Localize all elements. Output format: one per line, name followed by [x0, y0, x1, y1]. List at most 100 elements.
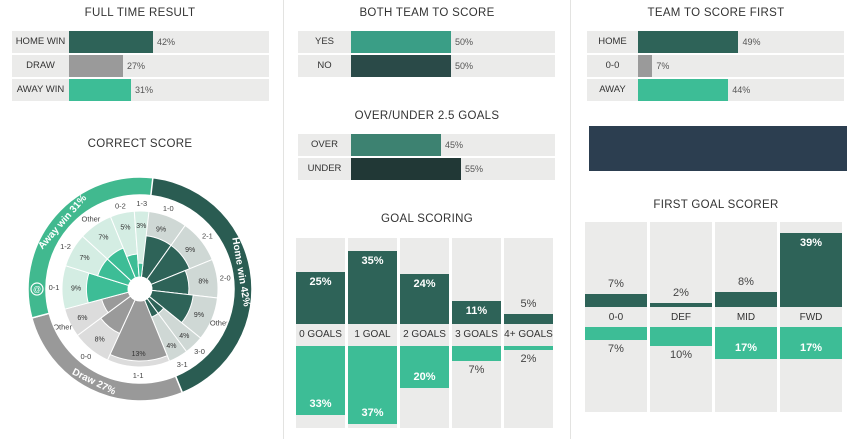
- first_team-row: HOME 49%: [587, 31, 844, 53]
- correct-score-slice-label: 2-0: [220, 273, 231, 282]
- full-time-title: FULL TIME RESULT: [84, 7, 196, 19]
- ou-row-label: OVER: [311, 139, 338, 150]
- correct-score-slice-pct: 5%: [120, 225, 130, 232]
- first_team-row: AWAY 44%: [587, 79, 844, 101]
- goal_scoring-home-bar: [504, 313, 553, 324]
- btts-row-pct: 50%: [455, 61, 474, 71]
- ou-row-bar: [351, 134, 441, 156]
- goal_scoring-home-label: 11%: [465, 304, 488, 317]
- correct-score-slice-pct: 9%: [185, 247, 195, 254]
- goal_scoring-home-label: 25%: [309, 275, 332, 288]
- first_scorer-column: [585, 222, 647, 412]
- goal_scoring-away-label: 33%: [309, 398, 332, 411]
- full_time-row-label: AWAY WIN: [16, 84, 65, 95]
- correct-score-slice-label: 1-2: [60, 242, 71, 251]
- full_time-row: DRAW 27%: [12, 55, 269, 77]
- correct-score-slice-pct: 7%: [80, 255, 90, 262]
- btts-title: BOTH TEAM TO SCORE: [359, 7, 495, 19]
- first_scorer-away-label: 17%: [734, 342, 758, 355]
- correct-score-slice-label: 1-1: [133, 371, 144, 380]
- goal_scoring-away-bar: [400, 346, 449, 388]
- correct-score-chart: 1-0 9% 2-1 9% 2-0 8% Other 9% 3-0 4% 3-1 4% 1-1 13% 0-…: [27, 176, 253, 402]
- full_time-row-label: DRAW: [26, 60, 55, 71]
- correct-score-title: CORRECT SCORE: [87, 138, 193, 150]
- full_time-row-bar: [69, 31, 153, 53]
- full_time-row-pct: 31%: [135, 85, 154, 95]
- correct-score-slice-pct: 9%: [71, 286, 81, 293]
- correct-score-slice-label: 0-1: [49, 283, 60, 292]
- correct-score-slice-pct: 8%: [95, 337, 105, 344]
- ou-title: OVER/UNDER 2.5 GOALS: [354, 110, 500, 122]
- goal_scoring-away-label: 2%: [520, 353, 537, 366]
- first_scorer-home-bar: [650, 303, 712, 307]
- btts-row-bar: [351, 55, 451, 77]
- first_scorer-away-bar: [650, 327, 712, 346]
- copyright-mark: @: [33, 285, 41, 294]
- first_scorer-away-bar: [585, 327, 647, 341]
- first_scorer-home-label: 2%: [673, 287, 689, 300]
- first-scorer-title: FIRST GOAL SCORER: [653, 199, 779, 211]
- first_scorer-away-bar: [780, 327, 842, 360]
- correct-score-slice-pct: 4%: [166, 343, 176, 350]
- correct-score-slice-label: 1-3: [136, 199, 147, 208]
- correct-score-slice-label: Other: [53, 322, 72, 331]
- ou-row: UNDER 55%: [298, 158, 555, 180]
- goal_scoring-column: [452, 238, 501, 428]
- first_team-row-bar: [638, 79, 729, 101]
- goal_scoring-away-bar: [452, 346, 501, 361]
- divider-right: [570, 0, 571, 439]
- first_scorer-away-label: 17%: [799, 342, 823, 355]
- goal_scoring-column: [504, 238, 553, 428]
- correct-score-slice-pct: 7%: [98, 234, 108, 241]
- goal_scoring-away-label: 20%: [413, 371, 436, 383]
- goal_scoring-category: 4+ GOALS: [504, 329, 553, 340]
- first_team-row-pct: 44%: [732, 85, 751, 95]
- first_scorer-away-bar: [715, 327, 777, 360]
- full_time-row-bar: [69, 55, 123, 77]
- first_scorer-category: DEF: [671, 312, 691, 323]
- goal_scoring-category: 1 GOAL: [354, 329, 391, 340]
- goal_scoring-home-label: 35%: [361, 254, 384, 267]
- btts-row-pct: 50%: [455, 37, 474, 47]
- first_team-row-label: HOME: [598, 36, 627, 47]
- correct-score-slice-pct: 3%: [136, 223, 146, 230]
- goal_scoring-column: [400, 238, 449, 428]
- first_scorer-home-label: 39%: [799, 236, 823, 249]
- goal_scoring-home-bar: [296, 271, 345, 324]
- full_time-row-label: HOME WIN: [15, 36, 66, 47]
- first_scorer-away-label: 7%: [608, 343, 624, 356]
- navy-banner: [589, 126, 847, 171]
- correct-score-slice-label: Other: [82, 214, 101, 223]
- first_scorer-column: [715, 222, 777, 412]
- goal_scoring-home-label: 24%: [413, 277, 436, 290]
- copyright-icon: [30, 282, 44, 296]
- goal_scoring-category: 3 GOALS: [455, 329, 498, 340]
- goal-scoring-title: GOAL SCORING: [381, 213, 473, 225]
- correct-score-slice-pct: 9%: [156, 227, 166, 234]
- first_scorer-home-bar: [780, 232, 842, 307]
- btts-row: YES 50%: [298, 31, 555, 53]
- correct-score-slice-pct: 6%: [77, 315, 87, 322]
- first_team-row-label: AWAY: [599, 84, 626, 95]
- goal_scoring-home-bar: [400, 273, 449, 324]
- btts-row-label: NO: [317, 60, 332, 71]
- goal_scoring-away-bar: [348, 346, 397, 424]
- first_scorer-home-label: 8%: [738, 275, 754, 288]
- goal_scoring-category: 0 GOALS: [299, 329, 342, 340]
- correct-score-slice-label: Other: [210, 318, 229, 327]
- first-team-title: TEAM TO SCORE FIRST: [647, 7, 785, 19]
- correct-score-slice-label: 3-1: [177, 360, 188, 369]
- first_scorer-category: 0-0: [608, 312, 624, 323]
- ou-row-pct: 45%: [445, 140, 464, 150]
- full_time-row-pct: 42%: [157, 37, 176, 47]
- correct-score-slice-label: 2-1: [202, 232, 213, 241]
- correct-score-slice-pct: 13%: [132, 351, 146, 358]
- first_team-row: 0-0 7%: [587, 55, 844, 77]
- correct-score-slice-label: 0-2: [115, 201, 126, 210]
- correct-score-center: [128, 277, 152, 301]
- correct-score-group-arc: [27, 176, 154, 319]
- btts-row: NO 50%: [298, 55, 555, 77]
- correct-score-slice-pct: 9%: [194, 312, 204, 319]
- goal_scoring-home-bar: [348, 250, 397, 324]
- first_team-row-bar: [638, 31, 739, 53]
